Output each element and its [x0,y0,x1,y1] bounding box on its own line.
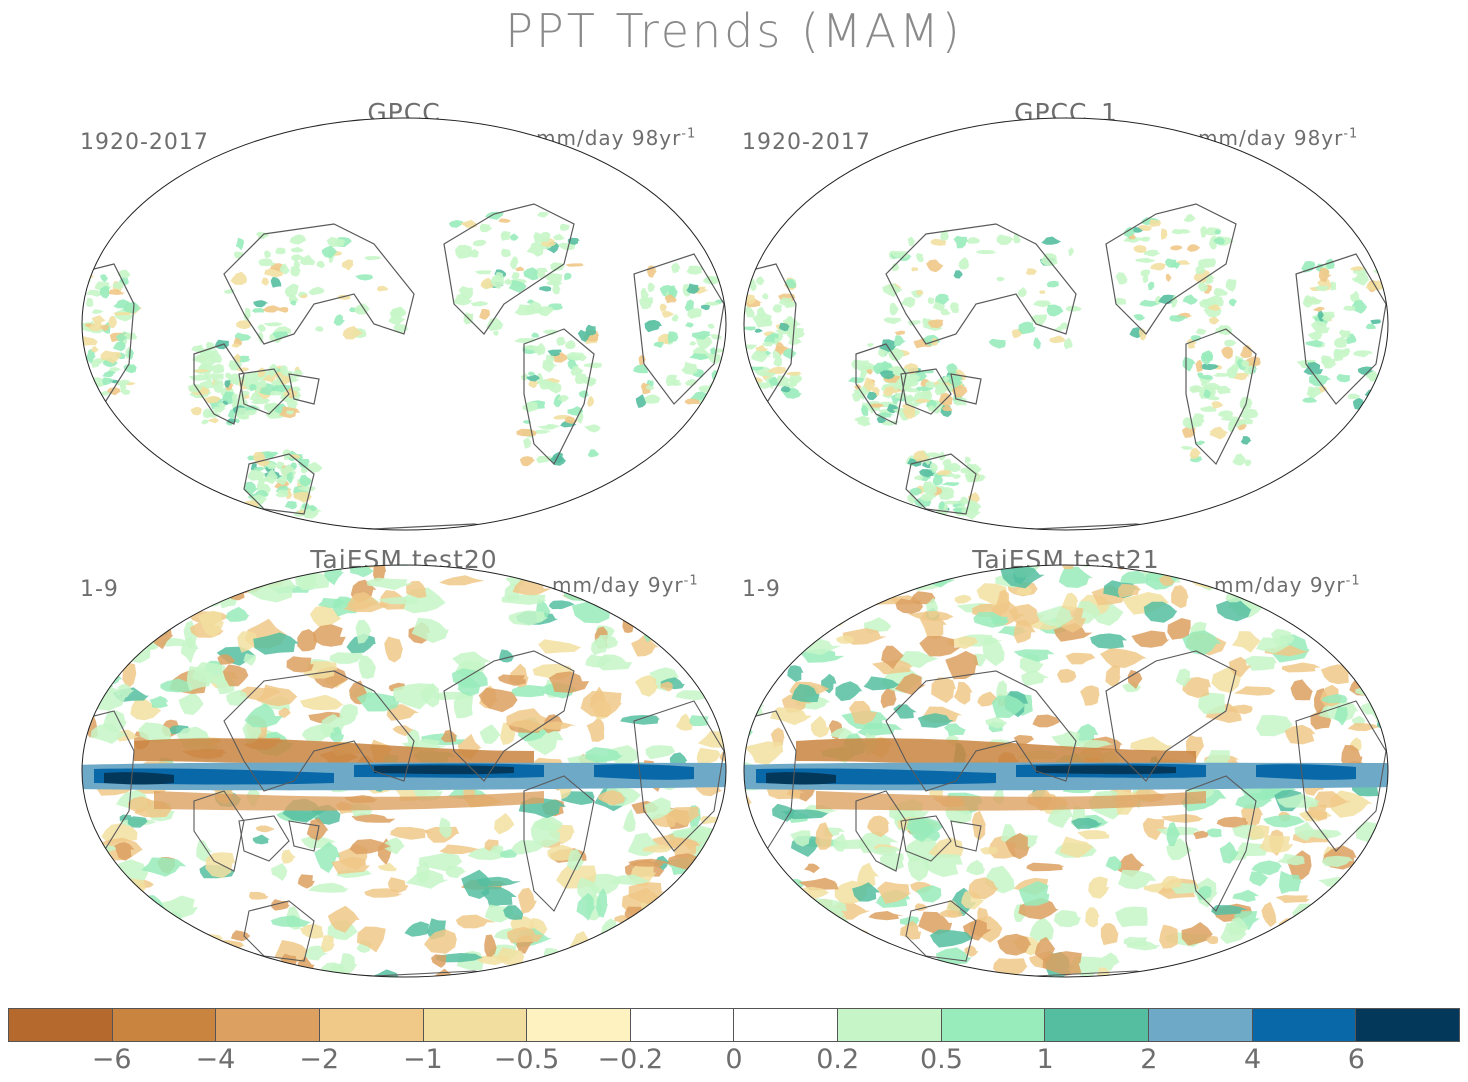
colorbar-label: 6 [1347,1044,1365,1075]
panel-period: 1920-2017 [80,130,209,155]
colorbar-swatch [1149,1009,1253,1041]
colorbar-swatch [1356,1009,1459,1041]
colorbar-label: 0.2 [816,1044,860,1075]
colorbar-swatch [1252,1009,1357,1041]
colorbar-swatch [423,1009,528,1041]
map-panel-taiesm-test20: TaiESM test20 1-9 mm/day 9yr-1 [74,545,734,991]
panel-period: 1-9 [80,577,119,602]
colorbar-label: −1 [402,1044,443,1075]
colorbar-swatch [216,1009,320,1041]
map-panel-gpcc-1: GPCC_1 1920-2017 mm/day 98yr-1 [736,98,1396,544]
world-map [81,564,727,978]
colorbar-swatch [630,1009,735,1041]
colorbar-label: 0.5 [919,1044,963,1075]
figure-title: PPT Trends (MAM) [505,4,963,58]
colorbar-swatch [9,1009,113,1041]
colorbar-labels: −6 −4 −2 −1 −0.5 −0.2 0 0.2 0.5 1 2 4 6 [8,1044,1460,1082]
world-map [743,564,1389,978]
colorbar-swatch [734,1009,839,1041]
colorbar-swatch [112,1009,217,1041]
colorbar-label: −4 [195,1044,236,1075]
colorbar-swatch [527,1009,631,1041]
map-panel-taiesm-test21: TaiESM test21 1-9 mm/day 9yr-1 [736,545,1396,991]
colorbar-label: 0 [725,1044,743,1075]
colorbar-swatch [838,1009,942,1041]
world-map [81,117,727,531]
map-panel-gpcc: GPCC 1920-2017 mm/day 98yr-1 [74,98,734,544]
panel-units: mm/day 9yr-1 [552,573,699,597]
colorbar-label: −2 [299,1044,340,1075]
colorbar-label: −0.2 [597,1044,664,1075]
panel-units: mm/day 9yr-1 [1214,573,1361,597]
colorbar-label: 2 [1140,1044,1158,1075]
panel-period: 1-9 [742,577,781,602]
colorbar-label: −0.5 [493,1044,560,1075]
panel-period: 1920-2017 [742,130,871,155]
colorbar-swatch [319,1009,424,1041]
colorbar-swatch [1045,1009,1150,1041]
colorbar-label: −6 [91,1044,132,1075]
colorbar-swatch [941,1009,1046,1041]
colorbar-label: 4 [1243,1044,1262,1075]
colorbar [8,1008,1460,1042]
world-map [743,117,1389,531]
colorbar-label: 1 [1036,1044,1054,1075]
